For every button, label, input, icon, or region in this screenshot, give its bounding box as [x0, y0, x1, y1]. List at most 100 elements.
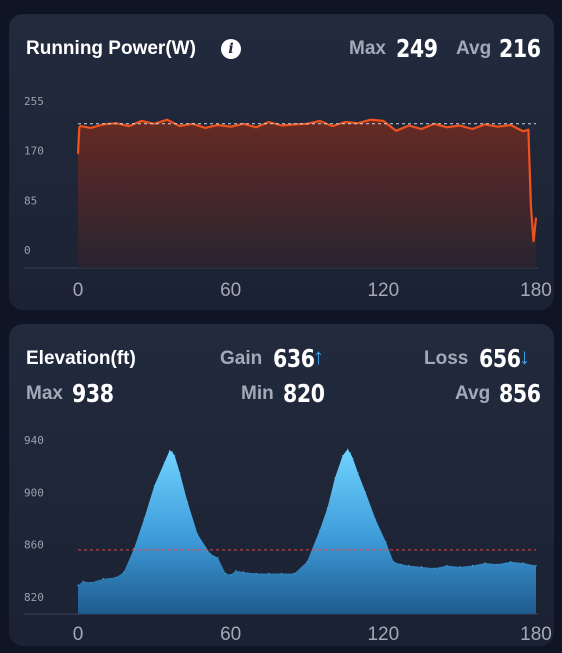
elevation-data-point	[90, 582, 92, 584]
elevation-data-point	[420, 566, 423, 568]
power-data-point	[331, 125, 333, 127]
elevation-area	[78, 449, 536, 614]
y-tick-label: 170	[24, 145, 44, 158]
power-data-point	[268, 121, 270, 123]
power-data-point	[77, 153, 79, 155]
power-data-point	[497, 126, 499, 128]
power-data-point	[217, 124, 219, 126]
y-tick-label: 900	[24, 486, 44, 499]
power-data-point	[530, 205, 532, 207]
elevation-gain-value: 636	[273, 344, 315, 373]
elevation-data-point	[522, 562, 524, 564]
elevation-data-point	[153, 485, 155, 487]
power-data-point	[230, 126, 232, 128]
power-avg-value: 216	[499, 34, 541, 63]
elevation-data-point	[293, 572, 295, 575]
elevation-loss-value: 656	[479, 344, 521, 373]
power-data-point	[395, 130, 397, 132]
y-tick-label: 85	[24, 194, 37, 207]
power-max-label: Max	[349, 38, 386, 59]
elevation-avg-label: Avg	[455, 383, 491, 404]
power-data-point	[166, 119, 168, 121]
power-data-point	[204, 127, 206, 129]
elevation-data-point	[334, 477, 336, 479]
elevation-min-value: 820	[283, 379, 325, 408]
power-data-point	[446, 126, 448, 128]
power-data-point	[242, 123, 244, 125]
power-data-point	[522, 130, 524, 132]
power-data-point	[128, 125, 130, 127]
x-tick-label: 0	[73, 280, 84, 301]
x-tick-label: 180	[520, 280, 552, 301]
info-icon[interactable]: i	[221, 39, 241, 59]
elevation-data-point	[217, 557, 219, 559]
power-data-point	[459, 124, 461, 127]
elevation-title: Elevation(ft)	[26, 348, 136, 369]
elevation-data-point	[268, 572, 270, 575]
power-data-point	[484, 123, 486, 125]
elevation-data-point	[235, 570, 237, 572]
elevation-data-point	[347, 448, 349, 450]
elevation-data-point	[471, 565, 473, 567]
elevation-data-point	[163, 461, 166, 463]
elevation-data-point	[497, 563, 499, 565]
power-data-point	[344, 121, 346, 123]
elevation-data-point	[319, 529, 321, 531]
gain-up-arrow-icon: ↑	[313, 344, 324, 369]
elevation-data-point	[174, 455, 176, 457]
elevation-data-point	[77, 584, 79, 586]
x-tick-label: 0	[73, 624, 84, 645]
y-tick-label: 255	[24, 95, 44, 108]
y-tick-label: 860	[24, 539, 44, 552]
elevation-min-label: Min	[241, 383, 274, 404]
power-data-point	[255, 126, 257, 128]
power-data-point	[319, 120, 321, 122]
power-data-point	[141, 120, 143, 122]
elevation-data-point	[535, 565, 537, 567]
elevation-gain-label: Gain	[220, 348, 263, 369]
elevation-data-point	[375, 519, 377, 521]
power-data-point	[527, 129, 530, 131]
x-tick-label: 120	[367, 280, 399, 301]
elevation-chart: 940 900 860 820 0 60 120 180	[24, 434, 552, 645]
elevation-data-point	[197, 533, 199, 535]
power-data-point	[471, 128, 473, 130]
y-tick-label: 0	[24, 244, 31, 257]
power-data-point	[420, 128, 423, 130]
power-data-point	[78, 126, 80, 128]
elevation-max-value: 938	[72, 379, 114, 408]
power-data-point	[90, 127, 92, 129]
power-title: Running Power(W)	[26, 38, 196, 59]
elevation-data-point	[357, 472, 359, 474]
elevation-data-point	[115, 576, 117, 579]
running-power-chart: 255 170 85 0 0 60 120 180	[24, 95, 552, 301]
elevation-data-point	[326, 507, 328, 509]
power-data-point	[357, 122, 359, 124]
power-data-point	[382, 120, 384, 122]
elevation-data-point	[225, 572, 227, 575]
elevation-data-point	[281, 572, 283, 575]
elevation-data-point	[171, 451, 173, 453]
power-data-point	[532, 240, 535, 242]
elevation-loss-label: Loss	[424, 348, 469, 369]
elevation-data-point	[306, 561, 308, 563]
power-data-point	[153, 123, 155, 125]
elevation-data-point	[230, 574, 232, 576]
elevation-data-point	[133, 548, 135, 550]
elevation-data-point	[342, 455, 344, 457]
elevation-data-point	[352, 457, 354, 459]
elevation-data-point	[123, 571, 125, 573]
elevation-data-point	[102, 578, 104, 580]
power-data-point	[535, 217, 537, 219]
power-series-line	[76, 118, 538, 243]
elevation-data-point	[433, 567, 435, 569]
elevation-data-point	[186, 500, 188, 503]
power-data-point	[281, 124, 283, 127]
y-tick-label: 940	[24, 434, 44, 447]
elevation-data-point	[392, 561, 395, 563]
elevation-data-point	[179, 472, 181, 474]
y-tick-label: 820	[24, 591, 44, 604]
elevation-data-point	[242, 571, 244, 573]
elevation-data-point	[446, 565, 448, 567]
